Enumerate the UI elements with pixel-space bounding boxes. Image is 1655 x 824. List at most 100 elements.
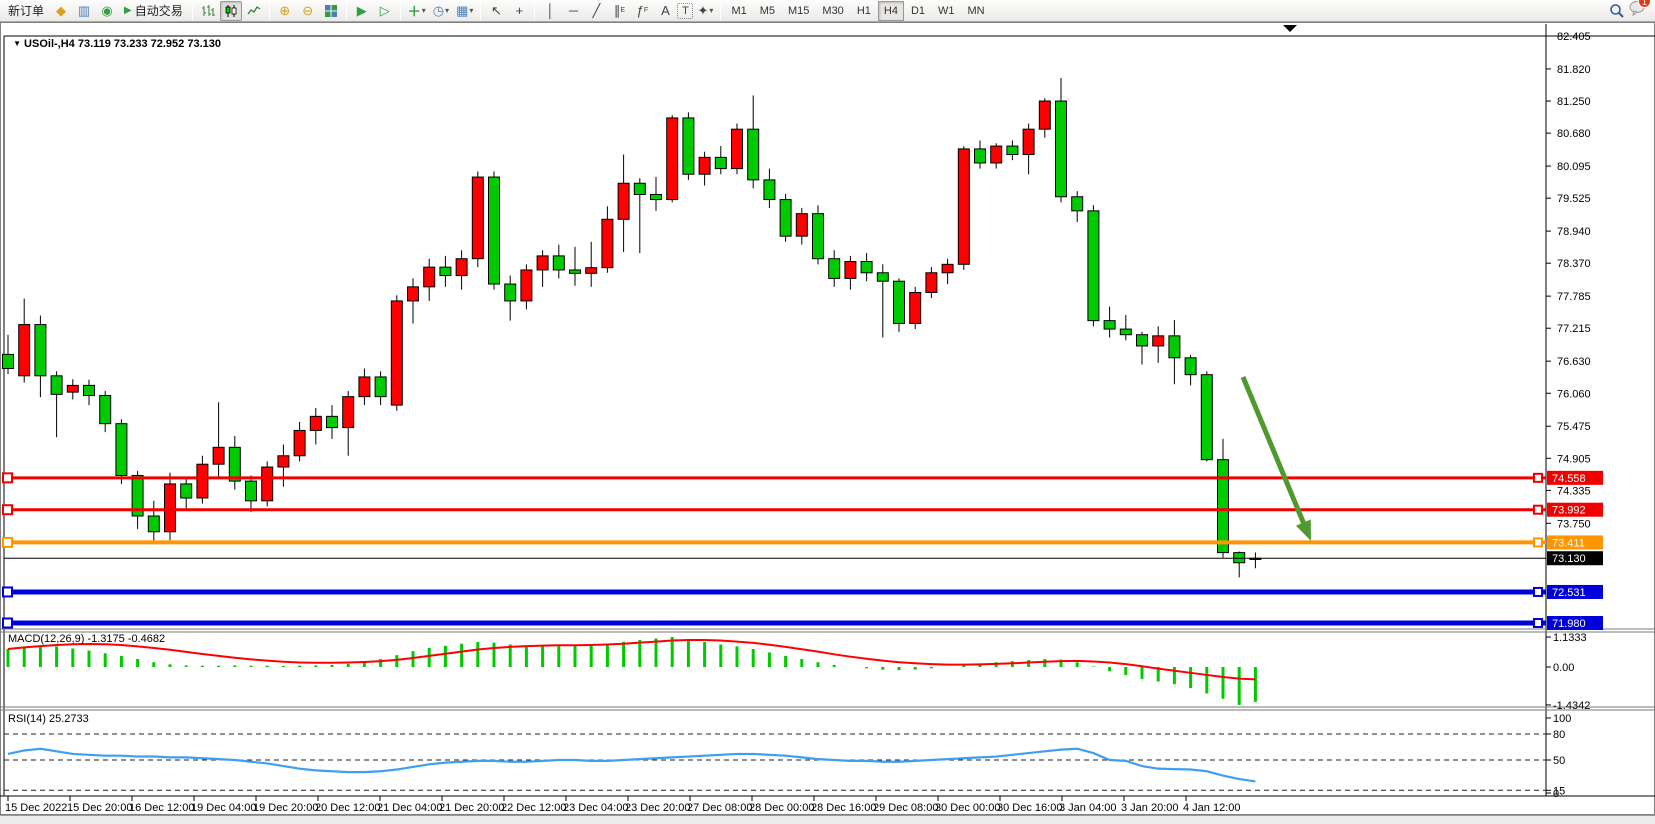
line-endpoint-marker[interactable]: [2, 586, 13, 598]
horizontal-line-button[interactable]: ─: [568, 3, 579, 18]
top-marker-icon[interactable]: [1283, 25, 1297, 32]
candlestick-chart-button[interactable]: [219, 0, 242, 21]
main-toolbar: 新订单 ◆ ▥ ◉ ▶ 自动交易 ⊕ ⊖ ▶ ▷ ＋: [0, 0, 1655, 22]
indicators-button[interactable]: ＋ ▾: [405, 1, 429, 21]
candle-body: [488, 176, 500, 285]
search-icon[interactable]: [1609, 3, 1625, 19]
candles: [2, 77, 1262, 578]
price-tick-label: 73.750: [1557, 518, 1591, 530]
candle-body: [601, 218, 614, 269]
vertical-line-button[interactable]: │: [546, 3, 555, 18]
trend-arrow[interactable]: [1240, 376, 1308, 530]
candle-body: [990, 145, 1003, 164]
candle-body: [1103, 320, 1116, 330]
candle-body: [245, 480, 257, 502]
candle-body: [698, 156, 711, 175]
macd-indicator-label: MACD(12,26,9) -1.3175 -0.4682: [8, 633, 166, 645]
line-endpoint-marker[interactable]: [1533, 472, 1543, 483]
chat-button[interactable]: 1: [1629, 0, 1651, 21]
notification-badge: 1: [1638, 0, 1651, 8]
chart-shift-button[interactable]: ▷: [379, 2, 390, 18]
channel-icon: ∥: [613, 2, 621, 18]
timeframe-m5[interactable]: M5: [759, 4, 775, 17]
price-tick-label: 74.335: [1557, 485, 1591, 497]
line-chart-button[interactable]: [243, 1, 265, 21]
candle-body: [941, 263, 954, 274]
timeframe-h4[interactable]: H4: [877, 0, 904, 21]
candle-body: [358, 376, 371, 398]
templates-button[interactable]: ▦ ▾: [453, 1, 476, 21]
zoom-in-button[interactable]: ⊕: [279, 2, 291, 18]
text-button[interactable]: A: [661, 3, 670, 18]
candle-body: [1071, 196, 1084, 212]
coins-icon[interactable]: ◆: [56, 2, 67, 18]
separator: [345, 1, 347, 20]
candle-body: [18, 324, 31, 377]
timeframe-mn[interactable]: MN: [967, 4, 985, 17]
line-endpoint-marker[interactable]: [2, 617, 13, 629]
time-axis-label: 28 Dec 16:00: [811, 802, 876, 814]
line-endpoint-marker[interactable]: [2, 472, 13, 484]
zoom-out-button[interactable]: ⊖: [302, 2, 314, 18]
line-endpoint-marker[interactable]: [2, 504, 13, 516]
market-watch-icon[interactable]: ▥: [77, 2, 91, 18]
timeframe-d1[interactable]: D1: [910, 4, 925, 17]
line-endpoint-marker[interactable]: [1533, 617, 1543, 628]
price-tick-label: 77.785: [1557, 291, 1591, 303]
candle-body: [180, 483, 193, 499]
candle-body: [407, 286, 419, 302]
symbol-dropdown-icon[interactable]: ▼: [13, 39, 22, 48]
text-label-button[interactable]: T: [677, 2, 694, 19]
signal-icon[interactable]: ◉: [101, 2, 113, 18]
chart-window[interactable]: [0, 22, 1655, 815]
candle-body: [455, 258, 468, 277]
line-endpoint-marker[interactable]: [1533, 504, 1543, 515]
line-endpoint-marker[interactable]: [1533, 586, 1543, 597]
rsi-axis-label: 0: [1553, 788, 1559, 800]
timeframe-m15[interactable]: M15: [788, 4, 810, 17]
auto-trading-button[interactable]: ▶ 自动交易: [119, 1, 188, 21]
auto-scroll-button[interactable]: ▶: [356, 2, 367, 18]
time-axis-label: 23 Dec 04:00: [563, 802, 628, 814]
line-endpoint-marker[interactable]: [1533, 537, 1543, 548]
chevron-down-icon: ▾: [445, 6, 450, 15]
candle-body: [779, 199, 792, 237]
time-axis-label: 28 Dec 00:00: [749, 802, 814, 814]
chevron-down-icon: ▾: [709, 6, 714, 15]
price-tick-label: 80.095: [1557, 161, 1591, 173]
time-axis-label: 3 Jan 20:00: [1121, 802, 1179, 814]
candle-body: [34, 324, 47, 377]
timeframe-m30[interactable]: M30: [822, 4, 844, 17]
time-axis-label: 30 Dec 00:00: [935, 802, 1000, 814]
trendline-button[interactable]: ╱: [592, 2, 601, 18]
time-axis-label: 4 Jan 12:00: [1183, 802, 1241, 814]
bar-chart-icon: [201, 4, 215, 16]
candle-body: [2, 353, 14, 369]
macd-axis-label: -1.4342: [1553, 700, 1590, 712]
candle-body: [66, 384, 79, 393]
cursor-button[interactable]: ↖: [490, 2, 502, 18]
line-endpoint-marker[interactable]: [2, 536, 13, 548]
candle-body: [390, 300, 403, 406]
time-axis-label: 20 Dec 12:00: [315, 802, 380, 814]
timeframe-w1[interactable]: W1: [938, 4, 955, 17]
price-tick-label: 76.060: [1557, 388, 1591, 400]
periods-button[interactable]: ◷ ▾: [430, 1, 452, 21]
price-tick-label: 75.475: [1557, 421, 1591, 433]
channel-button[interactable]: ∥ E: [613, 2, 626, 18]
timeframe-m1[interactable]: M1: [731, 4, 747, 17]
axis-price-label-text: 73.130: [1552, 553, 1586, 565]
candle-body: [1038, 100, 1051, 130]
crosshair-button[interactable]: +: [515, 3, 524, 18]
arrows-button[interactable]: ✦ ▾: [694, 1, 716, 21]
timeframe-h1[interactable]: H1: [856, 4, 871, 17]
new-order-button[interactable]: 新订单: [8, 4, 45, 18]
separator: [480, 1, 482, 20]
candle-body: [1055, 100, 1067, 198]
candle-body: [633, 182, 646, 196]
bar-chart-button[interactable]: [197, 1, 219, 21]
candle-body: [520, 269, 533, 302]
tile-windows-button[interactable]: [320, 1, 342, 21]
